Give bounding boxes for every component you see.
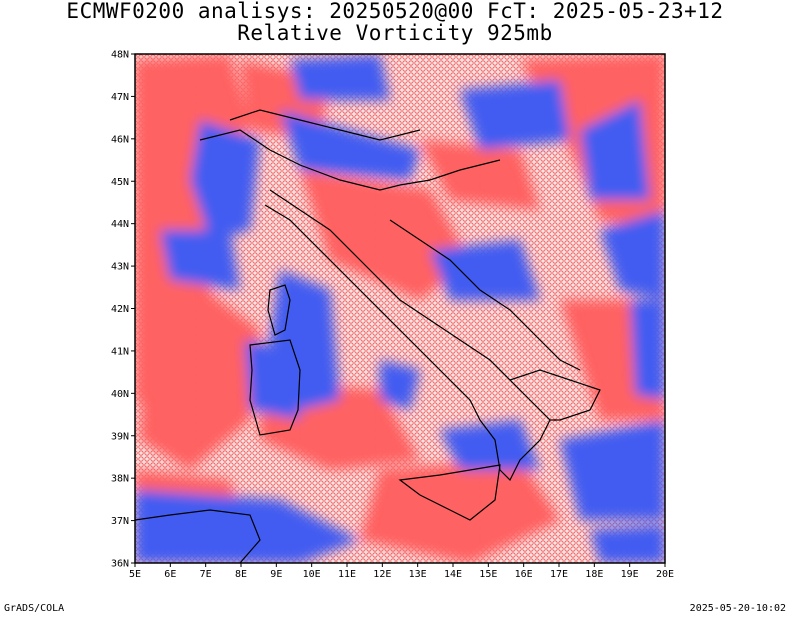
map-title-line1: ECMWF0200 analisys: 20250520@00 FcT: 202…	[66, 0, 724, 23]
y-axis: 36N 37N 38N 39N 40N 41N 42N 43N 44N 45N 46N 47N 48N	[111, 50, 135, 570]
y-tick-label: 42N	[111, 304, 129, 315]
x-tick-label: 12E	[373, 569, 391, 580]
x-tick-label: 6E	[164, 569, 176, 580]
coastline-borders	[135, 109, 601, 563]
x-tick-label: 15E	[479, 569, 497, 580]
x-tick-label: 8E	[235, 569, 247, 580]
x-tick-label: 20E	[656, 569, 674, 580]
x-tick-label: 11E	[338, 569, 356, 580]
x-tick-label: 9E	[270, 569, 282, 580]
x-tick-label: 14E	[444, 569, 462, 580]
y-tick-label: 40N	[111, 389, 129, 400]
y-tick-label: 44N	[111, 219, 129, 230]
x-tick-label: 5E	[129, 569, 141, 580]
y-tick-label: 38N	[111, 474, 129, 485]
footer-timestamp: 2025-05-20-10:02	[689, 603, 786, 614]
y-tick-label: 47N	[111, 92, 129, 103]
map-title-line2: Relative Vorticity 925mb	[237, 21, 553, 45]
y-tick-label: 36N	[111, 559, 129, 570]
y-tick-label: 37N	[111, 516, 129, 527]
y-tick-label: 39N	[111, 431, 129, 442]
x-tick-label: 13E	[409, 569, 427, 580]
footer-credit: GrADS/COLA	[4, 603, 65, 614]
y-tick-label: 45N	[111, 177, 129, 188]
x-tick-label: 7E	[200, 569, 212, 580]
x-tick-label: 17E	[550, 569, 568, 580]
x-tick-label: 18E	[585, 569, 603, 580]
y-tick-label: 46N	[111, 134, 129, 145]
x-tick-label: 10E	[303, 569, 321, 580]
x-tick-label: 19E	[621, 569, 639, 580]
vorticity-field	[135, 54, 665, 563]
y-tick-label: 43N	[111, 262, 129, 273]
x-tick-label: 16E	[515, 569, 533, 580]
x-axis: 5E 6E 7E 8E 9E 10E 11E 12E 13E 14E 15E 16E 17E 18E 19E…	[129, 563, 674, 580]
y-tick-label: 41N	[111, 346, 129, 357]
y-tick-label: 48N	[111, 50, 129, 61]
